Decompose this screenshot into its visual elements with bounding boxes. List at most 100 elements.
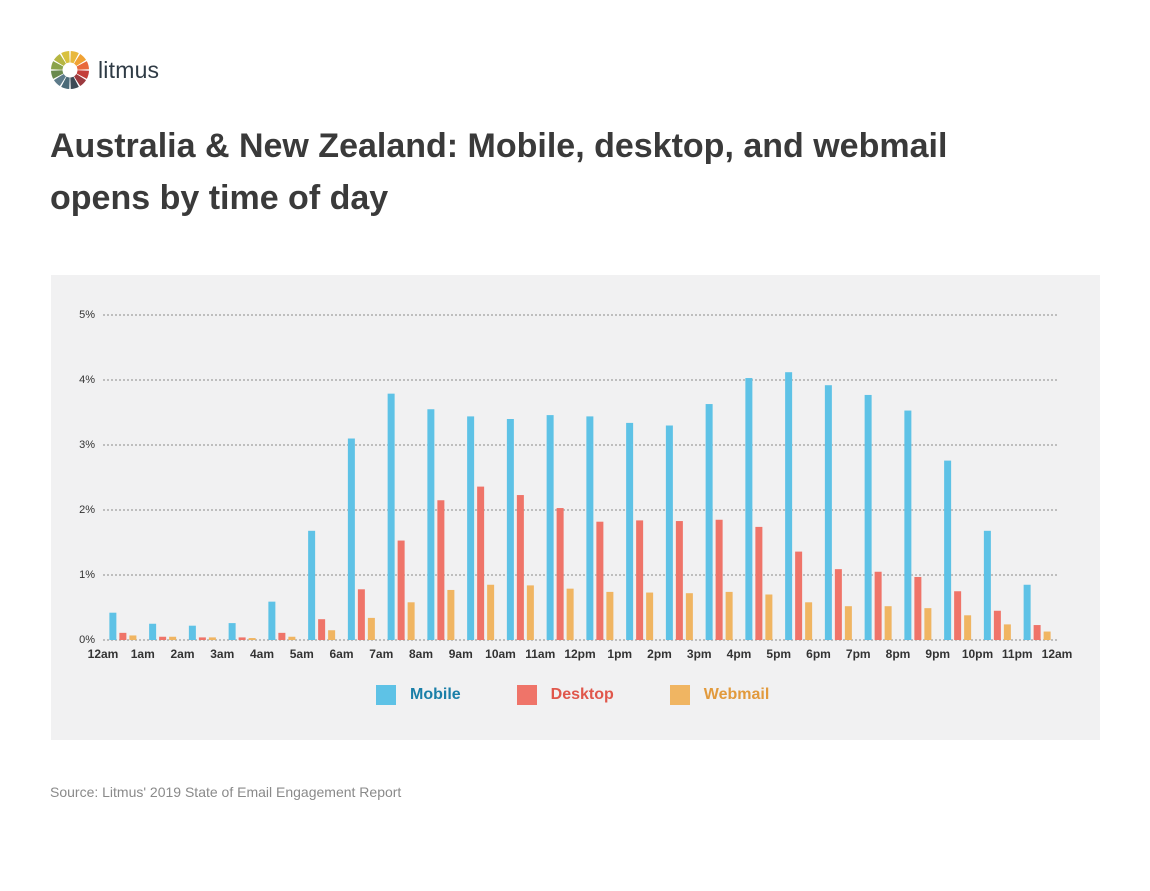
bar-webmail	[1003, 624, 1011, 640]
logo-wheel-segment	[70, 76, 79, 89]
x-tick-label: 11pm	[1002, 647, 1033, 661]
x-tick-label: 12am	[1042, 647, 1073, 661]
x-tick-label: 11am	[525, 647, 555, 661]
x-tick-label: 5am	[290, 647, 314, 661]
x-tick-label: 8am	[409, 647, 433, 661]
x-tick-label: 6pm	[806, 647, 831, 661]
bar-desktop	[437, 500, 445, 640]
x-tick-label: 9am	[449, 647, 473, 661]
bar-desktop	[755, 526, 763, 640]
bar-desktop	[238, 637, 246, 640]
bar-webmail	[844, 606, 852, 640]
bar-desktop	[397, 540, 405, 640]
x-tick-label: 4pm	[727, 647, 752, 661]
bar-desktop	[636, 520, 644, 640]
bar-mobile	[149, 623, 157, 640]
bar-webmail	[765, 594, 773, 640]
legend-label-webmail: Webmail	[703, 686, 770, 703]
litmus-logo: litmus	[50, 50, 159, 90]
y-tick-label: 0%	[79, 634, 95, 646]
x-tick-label: 9pm	[925, 647, 950, 661]
bar-mobile	[347, 438, 355, 640]
bar-webmail	[805, 602, 813, 640]
chart-panel: 0% 1% 2% 3% 4% 5% 12am 1am 2am 3am 4am 5am 6am 7am 8am…	[51, 275, 1100, 740]
bar-mobile	[427, 409, 435, 640]
bar-desktop	[357, 589, 365, 640]
bar-desktop	[159, 636, 167, 640]
x-tick-label: 2am	[170, 647, 194, 661]
x-tick-label: 12am	[88, 647, 119, 661]
x-tick-label: 2pm	[647, 647, 672, 661]
bar-webmail	[447, 589, 455, 640]
bar-mobile	[506, 419, 514, 640]
litmus-color-wheel-icon	[51, 51, 89, 89]
logo-wheel-segment	[74, 53, 87, 66]
bar-mobile	[626, 422, 634, 640]
bar-desktop	[516, 495, 524, 640]
legend-item-webmail: Webmail	[669, 685, 770, 705]
logo-wheel-segment	[61, 51, 70, 64]
x-tick-label: 6am	[329, 647, 353, 661]
x-tick-label: 4am	[250, 647, 274, 661]
bar-mobile	[586, 416, 594, 640]
bar-mobile	[705, 404, 713, 640]
bar-desktop	[1033, 625, 1041, 640]
bar-webmail	[606, 591, 614, 640]
chart-title: Australia & New Zealand: Mobile, desktop…	[50, 127, 948, 217]
brand-name: litmus	[98, 56, 160, 83]
y-tick-label: 2%	[79, 504, 95, 516]
legend-label-mobile: Mobile	[410, 686, 461, 703]
bar-webmail	[646, 592, 654, 640]
logo-wheel-segment	[51, 61, 64, 70]
bar-desktop	[993, 610, 1001, 640]
bar-desktop	[715, 519, 723, 640]
x-tick-label: 5pm	[766, 647, 791, 661]
bar-webmail	[487, 584, 495, 640]
chart-legend: Mobile Desktop Webmail	[376, 685, 825, 705]
logo-wheel-segment	[76, 61, 89, 70]
bar-webmail	[169, 636, 177, 640]
bar-mobile	[188, 625, 196, 640]
legend-swatch-desktop	[516, 685, 537, 705]
bar-desktop	[834, 569, 842, 640]
bar-webmail	[1043, 631, 1051, 640]
bar-mobile	[824, 385, 832, 640]
bar-mobile	[546, 415, 554, 640]
logo-wheel-segment	[70, 51, 79, 64]
bar-mobile	[864, 394, 872, 640]
bar-desktop	[914, 576, 922, 640]
bar-webmail	[526, 585, 534, 640]
bar-mobile	[904, 410, 912, 640]
x-tick-label: 7am	[369, 647, 393, 661]
legend-item-desktop: Desktop	[516, 685, 614, 705]
bar-webmail	[208, 637, 216, 640]
bar-mobile	[467, 416, 475, 640]
x-tick-label: 12pm	[564, 647, 595, 661]
logo-wheel-segment	[76, 70, 89, 79]
logo-wheel-segment	[53, 74, 66, 87]
bar-mobile	[745, 378, 753, 640]
bar-desktop	[318, 619, 326, 640]
bar-webmail	[129, 635, 137, 640]
bar-mobile	[228, 623, 236, 640]
logo-wheel-segment	[74, 74, 87, 87]
x-tick-label: 3am	[210, 647, 234, 661]
bar-desktop	[556, 508, 564, 640]
logo-wheel-segment	[61, 76, 70, 89]
bar-webmail	[725, 591, 733, 640]
x-tick-label: 8pm	[886, 647, 911, 661]
logo-wheel-segment	[53, 53, 66, 66]
legend-label-desktop: Desktop	[550, 686, 614, 703]
bar-desktop	[596, 521, 604, 640]
bar-chart: 0% 1% 2% 3% 4% 5% 12am 1am 2am 3am 4am 5am 6am 7am 8am…	[79, 309, 1073, 661]
bar-desktop	[198, 637, 206, 640]
bar-webmail	[328, 630, 336, 640]
bar-desktop	[675, 521, 683, 640]
x-tick-label: 1pm	[607, 647, 632, 661]
bar-webmail	[367, 617, 375, 640]
bar-mobile	[268, 601, 276, 640]
source-note: Source: Litmus' 2019 State of Email Enga…	[50, 784, 402, 800]
bar-webmail	[964, 615, 972, 640]
bar-mobile	[308, 530, 316, 640]
bar-webmail	[566, 588, 574, 640]
